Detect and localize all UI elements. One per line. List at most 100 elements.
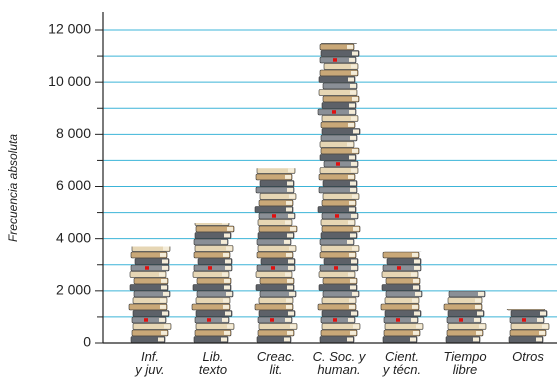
book bbox=[321, 128, 361, 135]
book bbox=[196, 277, 232, 285]
book bbox=[443, 303, 483, 311]
book bbox=[198, 64, 232, 70]
book bbox=[194, 168, 232, 174]
book-pages bbox=[478, 97, 484, 101]
book bbox=[509, 252, 545, 258]
book-pages bbox=[353, 227, 359, 231]
book-pages bbox=[349, 253, 355, 257]
book bbox=[256, 251, 294, 259]
book-pages bbox=[285, 175, 291, 179]
book bbox=[448, 103, 482, 109]
book bbox=[131, 168, 169, 174]
book-pages bbox=[287, 331, 293, 335]
book-pages bbox=[287, 136, 293, 140]
book bbox=[193, 187, 231, 193]
book-pages bbox=[542, 32, 548, 36]
book bbox=[510, 135, 546, 141]
y-tick-label: 4 000 bbox=[56, 229, 91, 245]
book-pages bbox=[162, 19, 168, 23]
book bbox=[322, 277, 358, 285]
book-label bbox=[143, 110, 147, 114]
book bbox=[322, 180, 358, 187]
book-pages bbox=[474, 123, 480, 127]
book bbox=[192, 207, 230, 213]
x-tick-label: Cient. y técn. bbox=[382, 349, 422, 377]
book-pages bbox=[537, 123, 543, 127]
book-pages bbox=[413, 234, 419, 238]
book bbox=[196, 213, 232, 219]
book-label bbox=[333, 318, 337, 322]
book-pages bbox=[225, 169, 231, 173]
book-label bbox=[462, 162, 466, 166]
book bbox=[384, 51, 422, 57]
book-pages bbox=[223, 201, 229, 205]
book bbox=[447, 148, 485, 154]
book-pages bbox=[286, 156, 292, 160]
book-pages bbox=[477, 169, 483, 173]
book-pages bbox=[161, 136, 167, 140]
book bbox=[194, 70, 232, 76]
book-pages bbox=[539, 331, 545, 335]
book bbox=[387, 64, 421, 70]
book-pages bbox=[162, 65, 168, 69]
book-pages bbox=[412, 298, 418, 303]
book bbox=[131, 239, 165, 245]
book bbox=[382, 336, 418, 343]
book bbox=[319, 43, 355, 51]
book bbox=[255, 109, 293, 115]
book-pages bbox=[540, 117, 546, 121]
book bbox=[321, 212, 359, 220]
book-pages bbox=[474, 26, 480, 30]
book bbox=[382, 90, 420, 96]
book bbox=[129, 284, 169, 291]
book bbox=[449, 194, 485, 200]
book bbox=[447, 246, 485, 252]
book bbox=[508, 285, 546, 291]
book bbox=[384, 38, 420, 44]
book bbox=[449, 278, 483, 284]
book bbox=[254, 303, 294, 311]
book bbox=[385, 103, 419, 109]
book-pages bbox=[284, 143, 290, 147]
book bbox=[513, 64, 547, 70]
book-pages bbox=[542, 324, 548, 329]
y-tick-label: 2 000 bbox=[56, 282, 91, 298]
book bbox=[512, 83, 546, 89]
book-pages bbox=[162, 311, 168, 316]
book-pages bbox=[161, 285, 167, 290]
book-label bbox=[332, 110, 336, 114]
book-pages bbox=[286, 253, 292, 257]
book bbox=[133, 226, 171, 232]
book-pages bbox=[225, 259, 231, 264]
x-tick-label: Lib. texto bbox=[198, 349, 228, 377]
book bbox=[510, 148, 548, 154]
book-pages bbox=[222, 175, 228, 179]
book bbox=[134, 83, 168, 89]
book-pages bbox=[222, 318, 228, 322]
book-pages bbox=[289, 97, 295, 101]
book-pages bbox=[287, 84, 293, 88]
book bbox=[133, 277, 169, 285]
book-pages bbox=[415, 195, 421, 199]
book bbox=[319, 141, 355, 148]
book bbox=[194, 329, 232, 337]
book bbox=[196, 129, 234, 135]
book-label bbox=[209, 214, 213, 218]
book-pages bbox=[479, 130, 485, 134]
book-pages bbox=[158, 240, 164, 244]
book-pages bbox=[476, 84, 482, 88]
book-pages bbox=[352, 246, 358, 251]
book-pages bbox=[287, 233, 293, 238]
book-pages bbox=[473, 45, 479, 49]
book bbox=[385, 213, 421, 219]
book-pages bbox=[222, 123, 228, 127]
book bbox=[450, 64, 484, 70]
book bbox=[323, 258, 359, 265]
book-pages bbox=[353, 324, 359, 329]
book-label bbox=[335, 214, 339, 218]
book-pages bbox=[160, 156, 166, 160]
book-pages bbox=[159, 123, 165, 127]
book-pages bbox=[411, 318, 417, 322]
book-pages bbox=[159, 272, 165, 277]
book bbox=[381, 271, 419, 278]
